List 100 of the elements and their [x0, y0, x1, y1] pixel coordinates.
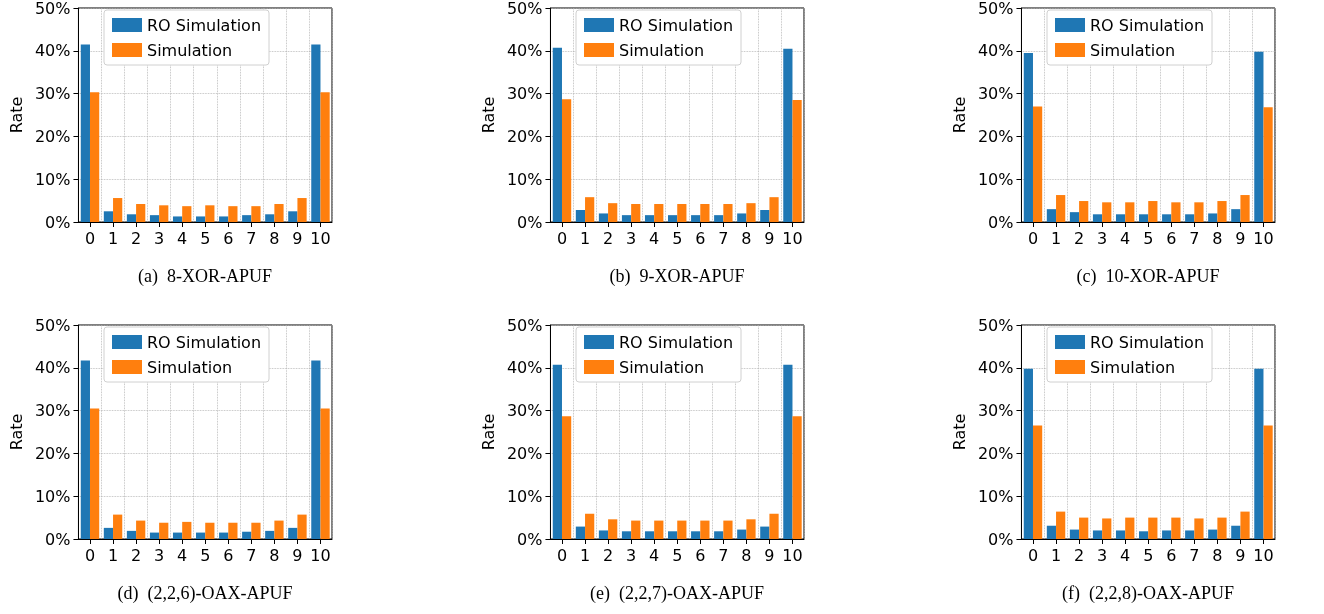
x-tick-label: 5	[671, 228, 682, 248]
x-tick-label: 10	[1253, 545, 1274, 565]
legend-label: RO Simulation	[618, 15, 733, 35]
bar	[561, 99, 571, 222]
text: (e) (2,2,7)-OAX-APUF	[589, 583, 764, 604]
x-tick-label: 1	[1050, 545, 1062, 565]
y-tick-label: 0%	[45, 529, 71, 549]
x-tick-label: 10	[310, 545, 331, 565]
legend-label: Simulation	[1090, 357, 1176, 377]
bar	[713, 531, 723, 539]
x-tick-label: 9	[292, 545, 303, 565]
bar	[1139, 214, 1149, 222]
bar	[768, 197, 779, 222]
bar	[1092, 214, 1103, 222]
x-tick-label: 10	[781, 228, 803, 248]
y-tick-label: 20%	[977, 443, 1014, 463]
x-tick-label: 6	[223, 228, 234, 248]
bar	[584, 513, 594, 539]
y-tick-label: 40%	[34, 358, 71, 378]
x-tick-label: 2	[602, 545, 613, 565]
bar	[1171, 517, 1181, 539]
y-tick-label: 50%	[506, 315, 542, 335]
x-tick-label: 2	[602, 228, 613, 248]
bar	[584, 197, 594, 222]
bar	[667, 215, 677, 222]
y-tick-label: 0%	[988, 529, 1014, 549]
x-tick-label: 4	[1120, 228, 1131, 248]
bar	[791, 100, 802, 222]
x-tick-label: 6	[1166, 228, 1177, 248]
y-tick-label: 50%	[34, 315, 71, 335]
y-tick-label: 10%	[34, 169, 71, 189]
x-tick-label: 6	[694, 228, 705, 248]
bar	[103, 527, 114, 539]
bar	[228, 206, 238, 222]
bar	[242, 215, 252, 222]
x-tick-label: 7	[1189, 545, 1200, 565]
bar	[1046, 209, 1057, 222]
bar	[196, 216, 206, 222]
legend-label: RO Simulation	[1090, 15, 1205, 35]
bar	[80, 360, 90, 539]
bar	[196, 532, 206, 539]
bar	[1023, 368, 1033, 539]
x-tick-label: 6	[1166, 545, 1177, 565]
bar	[89, 408, 100, 539]
legend-label: Simulation	[618, 357, 704, 377]
bar	[561, 416, 571, 539]
x-tick-label: 3	[625, 228, 636, 248]
y-tick-label: 20%	[506, 126, 542, 146]
bar	[1185, 214, 1195, 222]
bar	[297, 198, 307, 222]
bar	[621, 531, 631, 539]
bar	[607, 203, 617, 222]
bar	[219, 532, 229, 539]
x-tick-label: 3	[1097, 545, 1108, 565]
bar	[205, 205, 215, 222]
bar	[1115, 530, 1126, 539]
bar	[699, 520, 709, 539]
bar	[149, 215, 160, 222]
y-tick-label: 10%	[506, 486, 542, 506]
bar	[791, 416, 802, 539]
y-tick-label: 40%	[506, 41, 542, 61]
bar	[1185, 530, 1195, 539]
bar	[113, 198, 123, 222]
bar	[1079, 517, 1089, 539]
bar	[607, 519, 617, 539]
bar	[759, 210, 769, 222]
bar	[690, 215, 700, 222]
bar	[251, 522, 261, 539]
bar	[630, 204, 640, 222]
bar	[311, 360, 321, 539]
x-tick-label: 5	[1143, 545, 1154, 565]
x-tick-label: 1	[107, 228, 119, 248]
bar	[736, 529, 746, 539]
bar	[1231, 209, 1241, 222]
bar	[575, 210, 585, 222]
bar	[1056, 511, 1066, 539]
bar	[598, 213, 608, 222]
y-axis-title: Rate	[478, 96, 497, 134]
bar	[1079, 201, 1089, 222]
bar	[205, 522, 215, 539]
x-tick-label: 5	[1143, 228, 1154, 248]
y-tick-label: 10%	[506, 169, 542, 189]
x-tick-label: 1	[107, 545, 119, 565]
bar	[1263, 425, 1273, 539]
x-tick-label: 8	[740, 545, 751, 565]
bar	[159, 522, 169, 539]
y-tick-label: 50%	[977, 0, 1014, 18]
y-tick-label: 20%	[977, 126, 1014, 146]
x-tick-label: 0	[556, 228, 567, 248]
bar	[297, 514, 307, 539]
y-axis-title: Rate	[6, 96, 26, 134]
bar	[1240, 195, 1250, 222]
y-tick-label: 40%	[506, 358, 542, 378]
x-tick-label: 1	[579, 545, 590, 565]
bar	[1069, 212, 1080, 222]
x-tick-label: 10	[1253, 228, 1274, 248]
x-tick-label: 9	[763, 228, 775, 248]
y-tick-label: 0%	[45, 212, 71, 232]
bar	[136, 520, 146, 539]
x-tick-label: 1	[579, 228, 590, 248]
